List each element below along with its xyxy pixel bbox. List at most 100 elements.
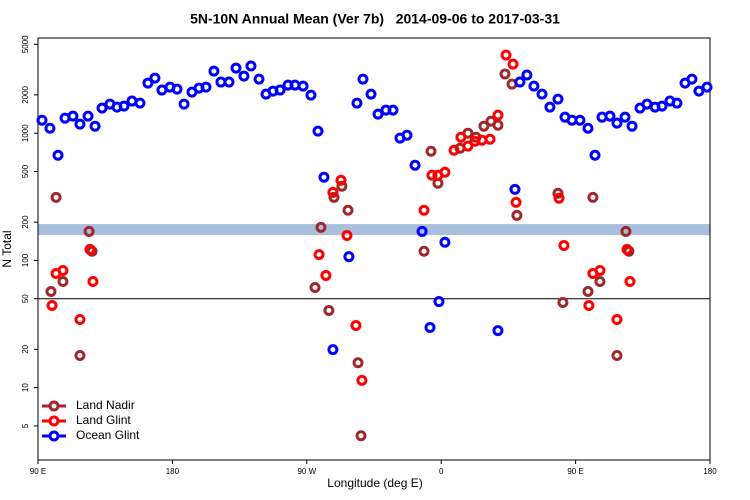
y-tick-label: 10 <box>21 383 30 392</box>
point <box>500 49 512 61</box>
point <box>656 100 668 112</box>
point <box>52 149 64 161</box>
point <box>82 110 94 122</box>
point <box>582 285 594 297</box>
point <box>448 144 460 156</box>
point <box>327 186 339 198</box>
point <box>594 275 606 287</box>
point <box>67 110 79 122</box>
legend-label: Land Glint <box>76 413 131 427</box>
y-tick-label: 5000 <box>21 35 30 53</box>
point <box>178 98 190 110</box>
point <box>335 174 347 186</box>
point <box>552 93 564 105</box>
point <box>57 264 69 276</box>
y-tick-label: 5 <box>21 423 30 428</box>
point <box>343 251 355 263</box>
point <box>604 110 616 122</box>
point <box>356 374 368 386</box>
point <box>336 180 348 192</box>
point <box>509 183 521 195</box>
point <box>511 209 523 221</box>
y-axis-label: N Total <box>0 230 14 267</box>
point <box>552 187 564 199</box>
point <box>118 100 130 112</box>
point <box>499 68 511 80</box>
legend-label: Ocean Glint <box>76 428 140 442</box>
point <box>594 264 606 276</box>
point <box>74 349 86 361</box>
point <box>87 275 99 287</box>
point <box>507 58 519 70</box>
point <box>425 145 437 157</box>
point <box>416 225 428 237</box>
x-axis-label: Longitude (deg E) <box>327 476 422 490</box>
point <box>574 114 586 126</box>
point <box>305 89 317 101</box>
point <box>253 73 265 85</box>
point <box>89 120 101 132</box>
point <box>693 85 705 97</box>
point <box>587 191 599 203</box>
point <box>387 104 399 116</box>
point <box>624 275 636 287</box>
point <box>583 300 595 312</box>
point <box>74 118 86 130</box>
point <box>149 72 161 84</box>
point <box>142 77 154 89</box>
point <box>134 97 146 109</box>
point <box>619 111 631 123</box>
point <box>74 314 86 326</box>
point <box>418 245 430 257</box>
point <box>558 240 570 252</box>
point <box>439 236 451 248</box>
point <box>521 69 533 81</box>
point <box>315 221 327 233</box>
point <box>686 73 698 85</box>
point <box>424 322 436 334</box>
point <box>57 275 69 287</box>
point <box>536 88 548 100</box>
legend-marker <box>48 400 60 412</box>
point <box>245 60 257 72</box>
point <box>492 109 504 121</box>
point <box>409 159 421 171</box>
point <box>620 225 632 237</box>
y-tick-label: 50 <box>21 294 30 303</box>
point <box>357 73 369 85</box>
point <box>352 357 364 369</box>
x-tick-label: 0 <box>439 467 444 476</box>
point <box>83 225 95 237</box>
point <box>492 325 504 337</box>
point <box>350 319 362 331</box>
point <box>45 285 57 297</box>
point <box>84 243 96 255</box>
point <box>611 314 623 326</box>
point <box>341 229 353 241</box>
point <box>238 70 250 82</box>
point <box>582 122 594 134</box>
point <box>418 204 430 216</box>
x-tick-label: 90 E <box>567 467 583 476</box>
point <box>208 65 220 77</box>
point <box>320 269 332 281</box>
y-tick-label: 200 <box>21 215 30 229</box>
point <box>462 140 474 152</box>
point <box>621 243 633 255</box>
point <box>433 296 445 308</box>
point <box>439 166 451 178</box>
point <box>611 117 623 129</box>
point <box>478 120 490 132</box>
x-tick-label: 90 W <box>297 467 316 476</box>
legend-marker <box>48 415 60 427</box>
legend-label: Land Nadir <box>76 398 135 412</box>
point <box>528 80 540 92</box>
point <box>96 102 108 114</box>
point <box>200 81 212 93</box>
point <box>701 81 713 93</box>
point <box>327 344 339 356</box>
point <box>355 430 367 442</box>
point <box>312 125 324 137</box>
point <box>309 281 321 293</box>
